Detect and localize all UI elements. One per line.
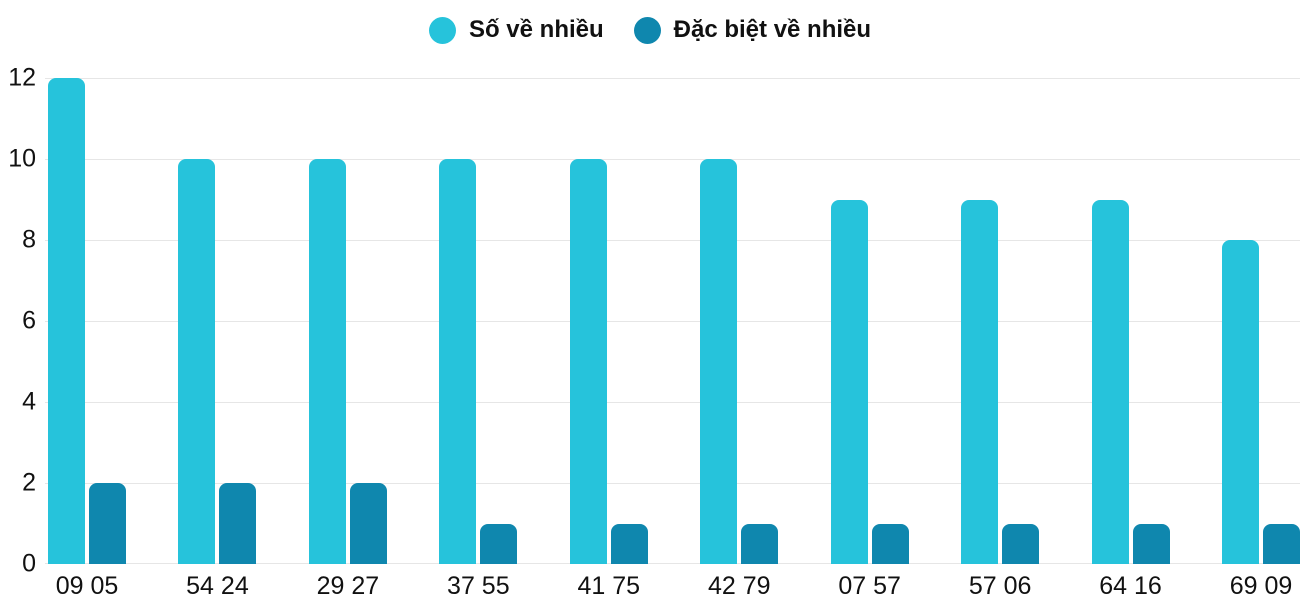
y-tick-label: 10 xyxy=(8,144,36,173)
bar-dac-biet-ve-nhieu[interactable] xyxy=(1002,523,1040,564)
bar-so-ve-nhieu[interactable] xyxy=(961,199,999,564)
x-tick-label: 64 16 xyxy=(1099,572,1162,600)
gridline xyxy=(45,563,1300,564)
x-tick-label: 29 27 xyxy=(316,572,380,600)
legend-label: Số về nhiều xyxy=(468,16,604,43)
y-tick-label: 8 xyxy=(22,225,36,254)
bar-dac-biet-ve-nhieu[interactable] xyxy=(871,523,909,564)
x-tick-label: 09 05 xyxy=(55,572,119,600)
bar-dac-biet-ve-nhieu[interactable] xyxy=(349,483,387,564)
gridline xyxy=(45,402,1300,403)
x-tick-label: 41 75 xyxy=(577,572,641,600)
gridline xyxy=(45,321,1300,322)
gridline xyxy=(45,78,1300,79)
bar-so-ve-nhieu[interactable] xyxy=(178,159,216,564)
bar-so-ve-nhieu[interactable] xyxy=(700,159,738,564)
x-tick-label: 57 06 xyxy=(968,572,1032,600)
y-tick-label: 0 xyxy=(22,549,36,578)
legend-item-series-1[interactable]: Số về nhiều xyxy=(428,16,604,44)
bar-so-ve-nhieu[interactable] xyxy=(830,199,868,564)
bar-dac-biet-ve-nhieu[interactable] xyxy=(89,483,126,564)
y-tick-label: 4 xyxy=(22,387,36,416)
plot-area xyxy=(45,78,1300,564)
y-tick-label: 12 xyxy=(8,63,36,92)
x-tick-label: 69 09 xyxy=(1229,572,1293,600)
bar-dac-biet-ve-nhieu[interactable] xyxy=(1263,523,1300,564)
x-tick-label: 37 55 xyxy=(447,572,510,600)
bar-so-ve-nhieu[interactable] xyxy=(439,159,477,564)
bar-so-ve-nhieu[interactable] xyxy=(569,159,607,564)
bar-dac-biet-ve-nhieu[interactable] xyxy=(219,483,257,564)
gridline xyxy=(45,240,1300,241)
gridline xyxy=(45,483,1300,484)
legend-dot-icon xyxy=(428,16,456,44)
bar-so-ve-nhieu[interactable] xyxy=(48,78,85,564)
legend-dot-icon xyxy=(633,16,661,44)
y-tick-label: 2 xyxy=(22,468,36,497)
x-axis: 09 05 54 24 29 27 37 55 41 75 42 79 07 57 57 06… xyxy=(45,570,1300,600)
legend: Số về nhiều Đặc biệt về nhiều xyxy=(0,8,1300,52)
bar-dac-biet-ve-nhieu[interactable] xyxy=(741,523,779,564)
bar-so-ve-nhieu[interactable] xyxy=(1091,199,1129,564)
y-tick-label: 6 xyxy=(22,306,36,335)
bar-dac-biet-ve-nhieu[interactable] xyxy=(480,523,518,564)
y-axis: 0 2 4 6 8 10 12 xyxy=(0,65,36,576)
x-tick-label: 54 24 xyxy=(186,572,249,600)
bar-dac-biet-ve-nhieu[interactable] xyxy=(1132,523,1170,564)
bar-so-ve-nhieu[interactable] xyxy=(308,159,346,564)
legend-label: Đặc biệt về nhiều xyxy=(673,16,872,43)
x-tick-label: 42 79 xyxy=(707,572,771,600)
bar-dac-biet-ve-nhieu[interactable] xyxy=(610,523,648,564)
x-tick-label: 07 57 xyxy=(838,572,901,600)
gridline xyxy=(45,159,1300,160)
legend-item-series-2[interactable]: Đặc biệt về nhiều xyxy=(633,16,872,44)
bar-so-ve-nhieu[interactable] xyxy=(1222,240,1259,564)
